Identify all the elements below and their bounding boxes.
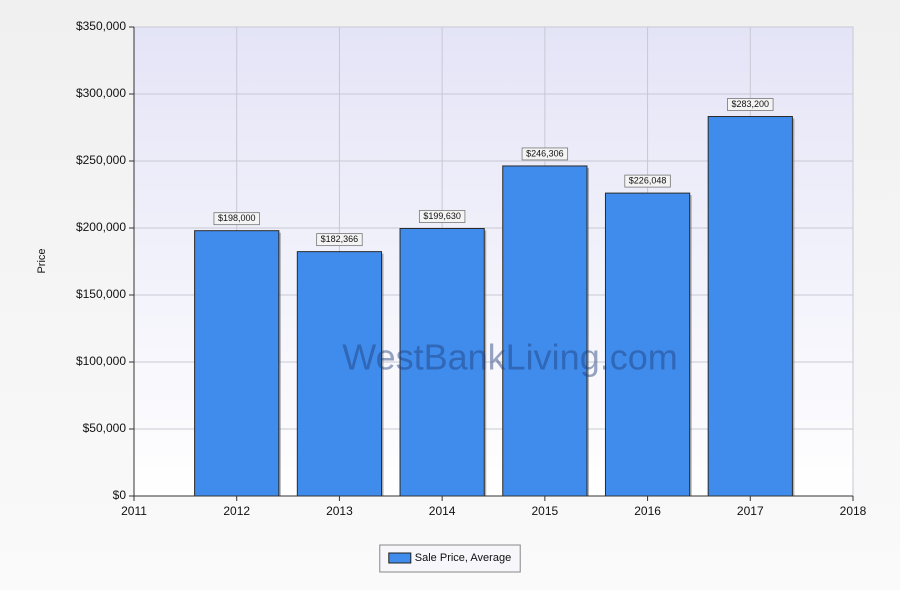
value-label-box: [521, 147, 569, 161]
y-tick-label: $100,000: [76, 354, 126, 368]
value-label-box: [316, 233, 363, 247]
y-tick-label: $50,000: [83, 421, 127, 435]
bar: [604, 192, 691, 497]
x-tick-label: 2017: [737, 504, 764, 518]
x-tick-label: 2013: [326, 504, 353, 518]
value-label-box: [213, 212, 260, 226]
labels: $0 $50,000 $100,000 $150,000 $200,000 $250,00…: [76, 19, 867, 518]
bar: [399, 227, 485, 497]
value-label-box: [727, 98, 774, 111]
bar: [194, 230, 280, 497]
y-tick-label: $200,000: [76, 220, 126, 234]
watermark: WestBankLiving.com: [342, 337, 677, 378]
y-axis-label: Price: [36, 248, 48, 273]
legend-label: Sale Price, Average: [415, 552, 511, 564]
value-label: $246,306: [526, 148, 564, 158]
value-label: $283,200: [732, 99, 770, 109]
y-tick-label: $350,000: [76, 19, 126, 33]
x-tick-label: 2014: [429, 504, 456, 518]
bar: [707, 116, 793, 497]
y-tick-label: $250,000: [76, 153, 126, 167]
y-tick-label: $300,000: [76, 86, 126, 100]
value-label-box: [418, 210, 466, 223]
value-label: $226,048: [629, 175, 667, 185]
value-label: $198,000: [218, 213, 256, 223]
y-tick-label: $150,000: [76, 287, 126, 301]
x-tick-label: 2015: [532, 504, 559, 518]
legend-swatch: [388, 552, 412, 564]
value-label: $182,366: [321, 234, 359, 244]
x-tick-label: 2011: [121, 504, 147, 518]
bar: [502, 165, 588, 497]
legend: Sale Price, Average: [379, 544, 521, 573]
bars: [194, 116, 795, 497]
value-label-box: [624, 174, 671, 188]
x-tick-label: 2016: [634, 504, 661, 518]
y-tick-label: $0: [113, 488, 127, 502]
value-label: $199,630: [423, 211, 461, 221]
x-tick-label: 2012: [223, 504, 250, 518]
x-tick-label: 2018: [840, 504, 867, 518]
